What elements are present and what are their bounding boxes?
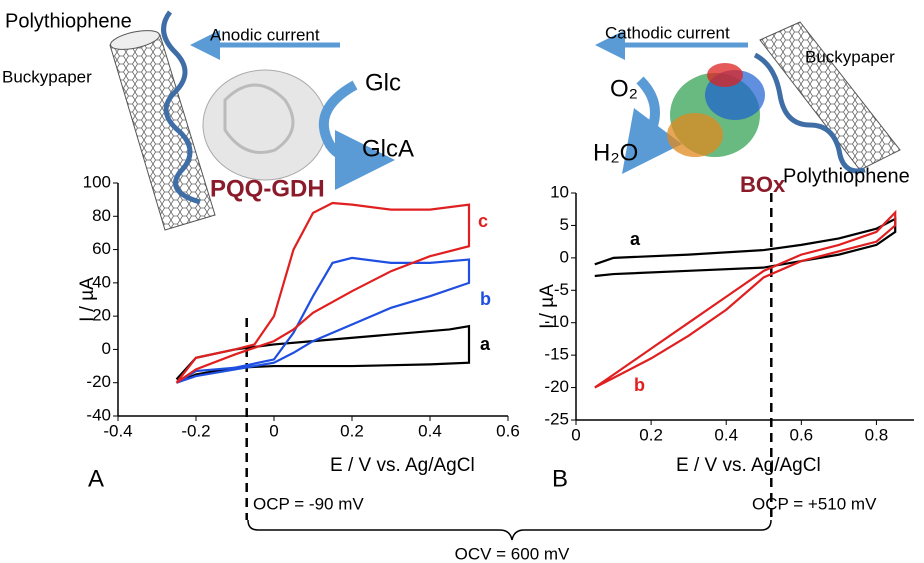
enzyme-structure (707, 63, 743, 87)
cv-curve (594, 209, 897, 389)
y-tick-label: 10 (550, 182, 569, 201)
cv-curve (175, 256, 471, 384)
current-label: Anodic current (210, 25, 320, 44)
x-tick-label: -0.4 (103, 421, 132, 440)
series-label: c (478, 211, 488, 231)
enzyme-detail (223, 83, 295, 154)
y-tick-label: -20 (86, 372, 111, 391)
polymer-chain (753, 52, 866, 174)
ocv-label: OCV = 600 mV (455, 544, 570, 563)
polymer-label: Polythiophene (783, 165, 910, 187)
y-tick-label: 0 (102, 339, 111, 358)
series-label: a (480, 334, 491, 354)
y-tick-label: 40 (92, 272, 111, 291)
x-tick-label: -0.2 (181, 421, 210, 440)
reaction-arrow (318, 80, 395, 190)
substrate-label: O₂ (610, 75, 638, 102)
y-tick-label: -20 (544, 377, 569, 396)
y-tick-label: -15 (544, 345, 569, 364)
illustration-left: Polythiophene Buckypaper Anodic current … (2, 10, 414, 231)
x-tick-label: 0.4 (714, 425, 738, 444)
enzyme-label: BOx (740, 172, 786, 197)
x-tick-label: 0.6 (496, 421, 520, 440)
x-tick-label: 0.2 (340, 421, 364, 440)
y-tick-label: -10 (544, 312, 569, 331)
y-tick-label: -25 (544, 409, 569, 428)
x-tick-label: 0 (571, 425, 580, 444)
series-label: b (634, 375, 645, 395)
y-tick-label: 60 (92, 239, 111, 258)
x-tick-label: 0.8 (865, 425, 889, 444)
enzyme-label: PQQ-GDH (210, 175, 325, 202)
y-tick-label: 0 (560, 247, 569, 266)
y-tick-label: -40 (86, 405, 111, 424)
y-axis-title: I / µA (537, 284, 558, 329)
illustration-right: Buckypaper Cathodic current O₂ H₂O BOx P… (593, 21, 910, 197)
ocp-left-label: OCP = -90 mV (253, 494, 364, 513)
y-tick-label: 5 (560, 215, 569, 234)
polymer-label: Polythiophene (5, 10, 132, 32)
product-label: GlcA (362, 135, 414, 162)
product-label: H₂O (593, 139, 638, 166)
x-tick-label: 0.4 (418, 421, 442, 440)
x-tick-label: 0.2 (639, 425, 663, 444)
x-axis-title: E / V vs. Ag/AgCl (330, 455, 475, 476)
enzyme-structure (667, 113, 723, 157)
ocv-bracket (247, 519, 772, 541)
series-label: b (480, 289, 491, 309)
polymer-chain (161, 10, 201, 205)
y-tick-label: 100 (83, 172, 111, 191)
x-tick-label: 0.6 (790, 425, 814, 444)
substrate-label: Glc (365, 69, 401, 96)
x-axis-title: E / V vs. Ag/AgCl (676, 455, 821, 476)
series-label: a (630, 229, 641, 249)
y-tick-label: 80 (92, 206, 111, 225)
y-tick-label: 20 (92, 306, 111, 325)
electrode-label: Buckypaper (2, 67, 92, 86)
y-tick-label: -5 (554, 280, 569, 299)
reaction-arrow (622, 76, 682, 175)
panel-label: A (88, 465, 104, 492)
cv-curve (175, 324, 471, 384)
panel-label: B (552, 465, 568, 492)
nanotube-end (109, 30, 161, 50)
ocp-right-label: OCP = +510 mV (752, 494, 877, 513)
x-tick-label: 0 (269, 421, 278, 440)
cv-curve (175, 201, 471, 384)
y-axis-title: I / µA (77, 277, 98, 322)
electrode-label: Buckypaper (805, 47, 895, 66)
current-label: Cathodic current (605, 23, 730, 42)
